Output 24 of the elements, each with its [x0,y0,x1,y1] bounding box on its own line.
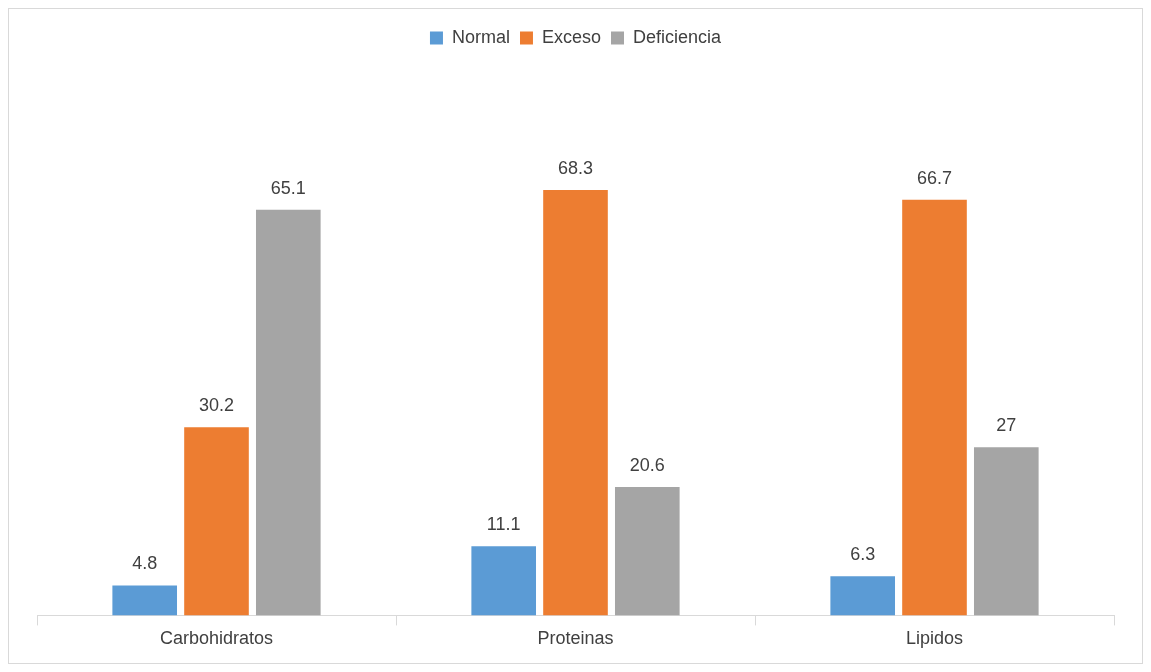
data-label: 6.3 [850,544,876,565]
legend-label: Deficiencia [633,26,723,47]
x-tick-label: Carbohidratos [159,628,274,649]
data-label: 66.7 [916,167,953,188]
bar [112,585,178,616]
legend-label: Normal [451,26,510,47]
bar [184,427,249,616]
bar [830,576,896,616]
data-label: 68.3 [557,157,594,178]
bar [973,447,1039,616]
legend-label: Exceso [541,26,601,47]
bar [902,199,967,616]
data-label: 4.8 [132,553,158,574]
bar [543,189,608,616]
x-tick-label: Proteinas [537,628,614,649]
data-label: 11.1 [486,514,521,535]
data-label: 27 [996,415,1017,436]
data-label: 30.2 [198,395,235,416]
data-label: 20.6 [629,455,665,476]
data-label: 65.1 [270,177,306,198]
x-tick-label: Lipidos [905,628,964,649]
bar [255,209,321,616]
bar [614,487,680,616]
bar [471,546,537,616]
